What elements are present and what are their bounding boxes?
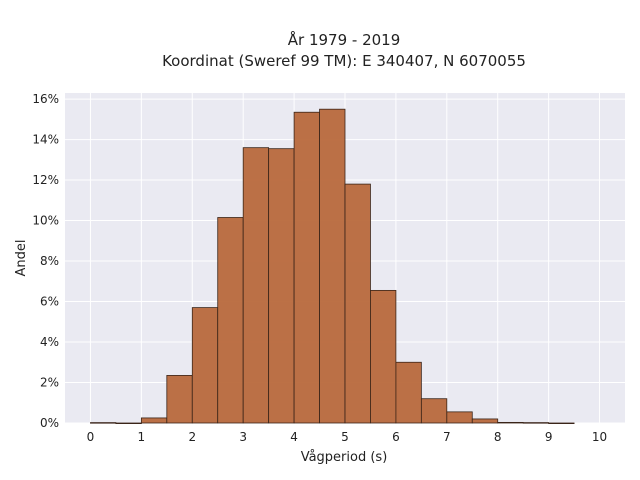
- y-tick-label: 10%: [32, 214, 59, 228]
- histogram-bar: [522, 422, 550, 424]
- y-tick-label: 12%: [32, 173, 59, 187]
- histogram-bar: [370, 289, 397, 424]
- histogram-bar: [344, 183, 371, 424]
- x-tick-label: 2: [188, 430, 196, 444]
- x-tick-label: 8: [494, 430, 502, 444]
- x-tick-label: 10: [592, 430, 607, 444]
- histogram-bar: [471, 418, 499, 424]
- y-tick-label: 14%: [32, 133, 59, 147]
- x-tick-label: 4: [290, 430, 298, 444]
- histogram-bar: [140, 417, 168, 424]
- histogram-bar: [319, 108, 346, 424]
- y-axis-label: Andel: [14, 240, 29, 277]
- histogram-bar: [217, 217, 244, 424]
- histogram-bar: [395, 361, 422, 424]
- y-tick-label: 16%: [32, 92, 59, 106]
- y-tick-label: 8%: [40, 254, 59, 268]
- x-tick-label: 9: [545, 430, 553, 444]
- histogram-bar: [268, 148, 295, 424]
- histogram-bar: [90, 422, 117, 424]
- histogram-bar: [191, 307, 219, 424]
- histogram-bar: [446, 411, 473, 424]
- chart-title-line-2: Koordinat (Sweref 99 TM): E 340407, N 60…: [162, 52, 526, 70]
- histogram-bar: [548, 422, 575, 425]
- x-tick-label: 6: [392, 430, 400, 444]
- y-tick-label: 4%: [40, 335, 59, 349]
- y-tick-label: 6%: [40, 295, 59, 309]
- y-axis-ticks: 0% 2% 4% 6% 8% 10% 12% 14% 16%: [32, 92, 59, 430]
- histogram-bar: [293, 111, 320, 424]
- chart-title-line-1: År 1979 - 2019: [288, 30, 401, 49]
- y-tick-label: 2%: [40, 376, 59, 390]
- x-tick-label: 5: [341, 430, 349, 444]
- x-tick-label: 3: [239, 430, 247, 444]
- x-axis-label: Vågperiod (s): [301, 450, 388, 465]
- x-tick-label: 1: [138, 430, 146, 444]
- histogram-bar: [497, 421, 524, 424]
- y-tick-label: 0%: [40, 416, 59, 430]
- x-tick-label: 7: [443, 430, 451, 444]
- histogram-bar: [420, 398, 448, 424]
- histogram-bars: [90, 108, 575, 425]
- x-axis-ticks: 0 1 2 3 4 5 6 7 8 9 10: [87, 430, 608, 444]
- histogram-bar: [242, 147, 270, 424]
- x-tick-label: 0: [87, 430, 95, 444]
- histogram-bar: [166, 375, 193, 424]
- histogram-bar: [115, 422, 142, 425]
